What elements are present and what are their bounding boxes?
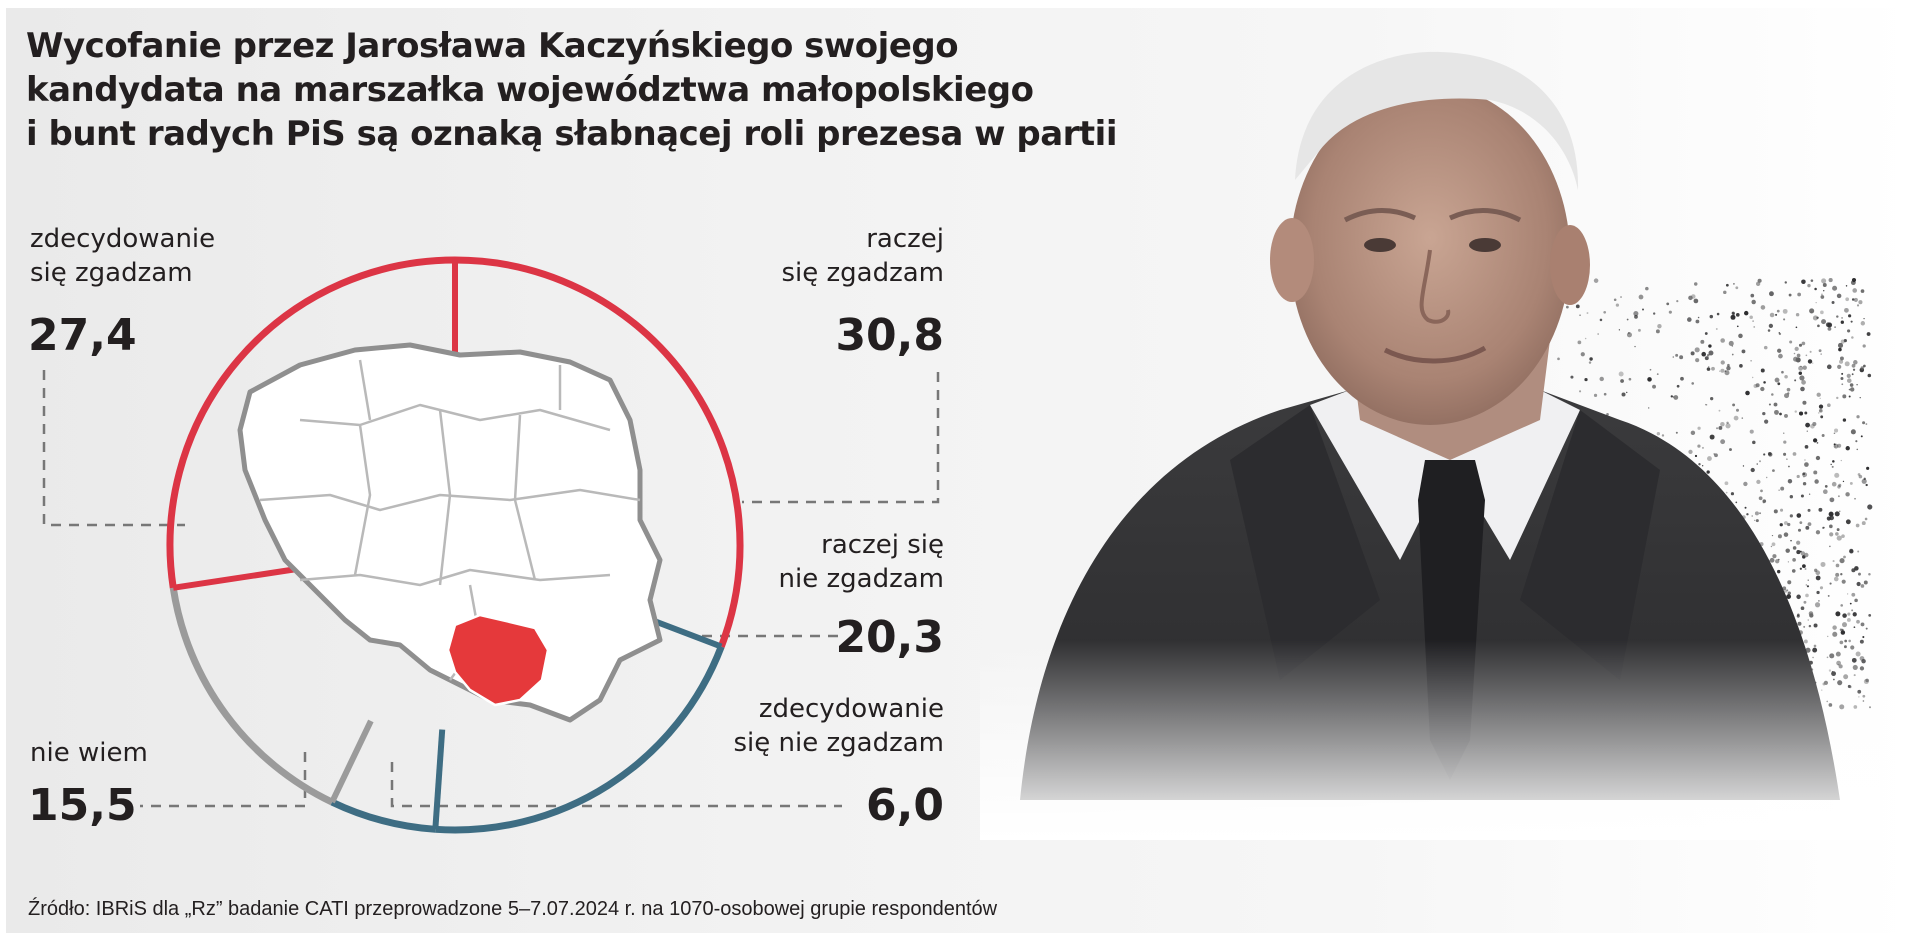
value-rather-disagree: 20,3: [835, 612, 944, 663]
leader-line: [390, 762, 842, 808]
label-dont-know: nie wiem: [30, 738, 148, 768]
portrait-photo: [980, 51, 1880, 840]
slice-dont-know: [169, 587, 334, 806]
leader-line: [42, 370, 185, 527]
ring-segments: [166, 256, 744, 834]
chart-title: Wycofanie przez Jarosława Kaczyńskiego s…: [26, 24, 1118, 156]
poland-outline: [237, 342, 663, 723]
source-note: Źródło: IBRiS dla „Rz” badanie CATI prze…: [28, 898, 998, 920]
leader-line: [140, 752, 307, 808]
value-strongly-agree: 27,4: [28, 310, 137, 361]
divider-line: [432, 729, 446, 830]
value-strongly-disagree: 6,0: [866, 780, 944, 831]
title-line-3: i bunt radych PiS są oznaką słabnącej ro…: [26, 114, 1118, 154]
title-line-1: Wycofanie przez Jarosława Kaczyńskiego s…: [26, 26, 959, 66]
label-rather-disagree: raczej się nie zgadzam: [778, 530, 944, 594]
slice-strongly-agree: [166, 256, 456, 589]
poland-map: [237, 342, 663, 723]
slice-rather-disagree: [435, 645, 725, 834]
title-line-2: kandydata na marszałka województwa małop…: [26, 70, 1034, 110]
value-rather-agree: 30,8: [835, 310, 944, 361]
label-rather-agree: raczej się zgadzam: [781, 224, 944, 288]
malopolskie-region: [446, 613, 550, 707]
leader-line: [742, 372, 940, 504]
label-strongly-agree: zdecydowanie się zgadzam: [30, 224, 216, 288]
divider-line: [329, 719, 374, 804]
value-dont-know: 15,5: [28, 780, 137, 831]
slice-rather-agree: [454, 256, 744, 648]
label-strongly-disagree: zdecydowanie się nie zgadzam: [733, 694, 945, 758]
leader-lines: [42, 370, 940, 808]
slice-strongly-disagree: [330, 798, 436, 833]
